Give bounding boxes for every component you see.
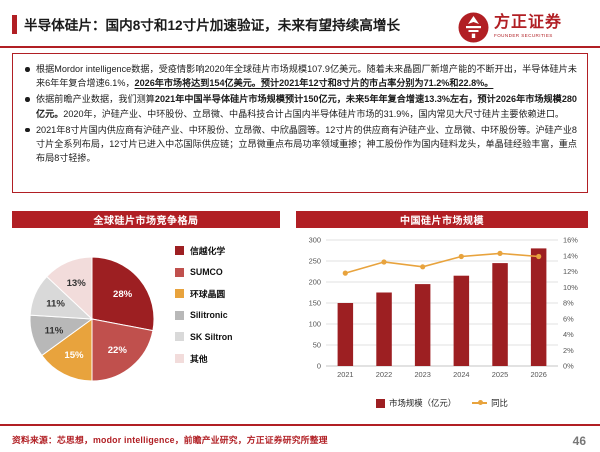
axis-tick-label: 12% (563, 267, 578, 276)
pie-slice-label: 11% (45, 326, 64, 337)
bullet-list: 根据Mordor intelligence数据，受疫情影响2020年全球硅片市场… (23, 62, 577, 165)
line-marker (420, 264, 426, 270)
pie-legend-label: SUMCO (190, 267, 223, 278)
summary-textbox: 根据Mordor intelligence数据，受疫情影响2020年全球硅片市场… (12, 53, 588, 193)
axis-tick-label: 16% (563, 236, 578, 245)
line-marker (458, 253, 464, 260)
section-header-right: 中国硅片市场规模 (296, 211, 588, 228)
pie-legend-label: 环球晶圆 (190, 289, 226, 300)
pie-slice (91, 256, 155, 332)
bar-chart-legend: 市场规模（亿元） 同比 (296, 396, 588, 410)
axis-tick-label: 2021 (337, 370, 353, 379)
bullet-item: 2021年8寸片国内供应商有沪硅产业、中环股份、立昂微、中欣晶圆等。12寸片的供… (23, 123, 577, 166)
line-series (345, 252, 539, 274)
pie-legend: 信越化学 SUMCO 环球晶圆 Silitronic SK Siltron 其他 (175, 240, 279, 369)
bar (492, 263, 508, 366)
pie-legend-label: Silitronic (190, 310, 228, 321)
company-logo: 方正证券 FOUNDER SECURITIES (458, 10, 590, 44)
axis-tick-label: 250 (309, 257, 321, 266)
axis-tick-label: 8% (563, 299, 574, 308)
pie-legend-swatch (175, 289, 184, 299)
footer-divider (0, 424, 600, 426)
section-header-left: 全球硅片市场竞争格局 (12, 211, 280, 228)
axis-tick-label: 4% (563, 330, 574, 339)
axis-tick-label: 150 (309, 299, 321, 308)
legend-swatch-line (472, 400, 488, 405)
logo-text: 方正证券 FOUNDER SECURITIES (494, 14, 563, 39)
pie-svg: 28%22%15%11%11%13% (29, 256, 155, 382)
title-text: 半导体硅片：国内8寸和12寸片加速验证，未来有望持续高增长 (24, 18, 401, 33)
pie-legend-swatch (175, 246, 184, 256)
axis-tick-label: 2026 (530, 370, 546, 379)
bar (453, 275, 470, 366)
pie-legend-label: SK Siltron (190, 331, 233, 342)
pie-slice (46, 256, 93, 321)
pie-legend-item: SK Siltron (175, 326, 279, 348)
pie-legend-swatch (175, 332, 184, 342)
pie-slice (91, 318, 154, 382)
logo-text-cn: 方正证券 (494, 14, 563, 32)
pie-legend-swatch (175, 267, 184, 277)
axis-tick-label: 200 (309, 278, 321, 287)
pie-slice-label: 15% (64, 350, 84, 361)
page-title: 半导体硅片：国内8寸和12寸片加速验证，未来有望持续高增长 (12, 14, 452, 34)
pie-legend-item: 其他 (175, 348, 279, 370)
legend-item-line: 同比 (472, 397, 508, 409)
bullet-text-1: 依据前瞻产业数据，我们测算2021年中国半导体硅片市场规模预计150亿元，未来5… (36, 94, 577, 119)
pie-legend-item: 信越化学 (175, 240, 279, 262)
axis-tick-label: 2025 (492, 370, 508, 379)
bar-chart-panel: 0 50 100 150 200 250 300 0% 2% 4% 6% 8% 10% 12% 14% 16%… (296, 232, 588, 410)
pie-slice-label: 22% (108, 345, 128, 356)
pie-chart: 28% 22% 15% 11% 11% 13% (14, 236, 174, 402)
line-marker (536, 253, 542, 260)
bar (337, 303, 354, 366)
pie-legend-label: 信越化学 (190, 246, 226, 257)
axis-tick-label: 2023 (414, 370, 430, 379)
bullet-item: 依据前瞻产业数据，我们测算2021年中国半导体硅片市场规模预计150亿元，未来5… (23, 92, 577, 120)
header-divider (0, 46, 600, 48)
bar-chart-svg: 0 50 100 150 200 250 300 0% 2% 4% 6% 8% 10% 12% 14% 16%… (309, 236, 579, 379)
logo-mark-icon (458, 12, 489, 43)
pie-legend-label: 其他 (190, 353, 208, 364)
pie-slice-label: 11% (46, 299, 65, 310)
bar (530, 248, 547, 366)
axis-tick-label: 14% (563, 251, 578, 260)
axis-tick-label: 300 (309, 236, 321, 245)
legend-swatch-bar (376, 398, 386, 408)
line-marker (342, 270, 348, 276)
pie-legend-swatch (175, 353, 184, 363)
pie-slice-label: 28% (113, 289, 133, 300)
page-number: 46 (572, 434, 586, 448)
axis-tick-label: 6% (563, 314, 574, 323)
pie-legend-item: 环球晶圆 (175, 283, 279, 305)
axis-tick-label: 100 (309, 320, 321, 329)
pie-legend-item: Silitronic (175, 305, 279, 327)
legend-item-bar: 市场规模（亿元） (376, 397, 456, 409)
line-marker (497, 250, 503, 256)
axis-tick-label: 2024 (453, 370, 469, 379)
source-note: 资料来源：芯思想，modor intelligence，前瞻产业研究，方正证券研… (12, 435, 328, 445)
logo-text-en: FOUNDER SECURITIES (494, 32, 553, 38)
axis-tick-label: 2022 (376, 370, 392, 379)
legend-label-line: 同比 (491, 398, 508, 408)
axis-tick-label: 0 (317, 362, 321, 371)
bar (376, 292, 392, 366)
bullet-item: 根据Mordor intelligence数据，受疫情影响2020年全球硅片市场… (23, 62, 577, 90)
pie-slice (41, 318, 93, 382)
pie-legend-swatch (175, 310, 184, 320)
bar (414, 284, 431, 366)
pie-chart-panel: 28% 22% 15% 11% 11% 13% 信越化学 SUMCO 环球晶圆 Silitron… (12, 232, 280, 410)
pie-slice-label: 13% (67, 278, 87, 289)
bullet-text-0: 根据Mordor intelligence数据，受疫情影响2020年全球硅片市场… (36, 64, 577, 89)
axis-tick-label: 0% (563, 362, 574, 371)
title-accent-bar (12, 14, 17, 34)
line-marker (381, 259, 387, 265)
axis-tick-label: 10% (563, 283, 578, 292)
bullet-text-2: 2021年8寸片国内供应商有沪硅产业、中环股份、立昂微、中欣晶圆等。12寸片的供… (36, 124, 577, 164)
legend-label-bar: 市场规模（亿元） (389, 398, 457, 408)
axis-tick-label: 50 (313, 341, 321, 350)
pie-legend-item: SUMCO (175, 262, 279, 284)
axis-tick-label: 2% (563, 346, 574, 355)
